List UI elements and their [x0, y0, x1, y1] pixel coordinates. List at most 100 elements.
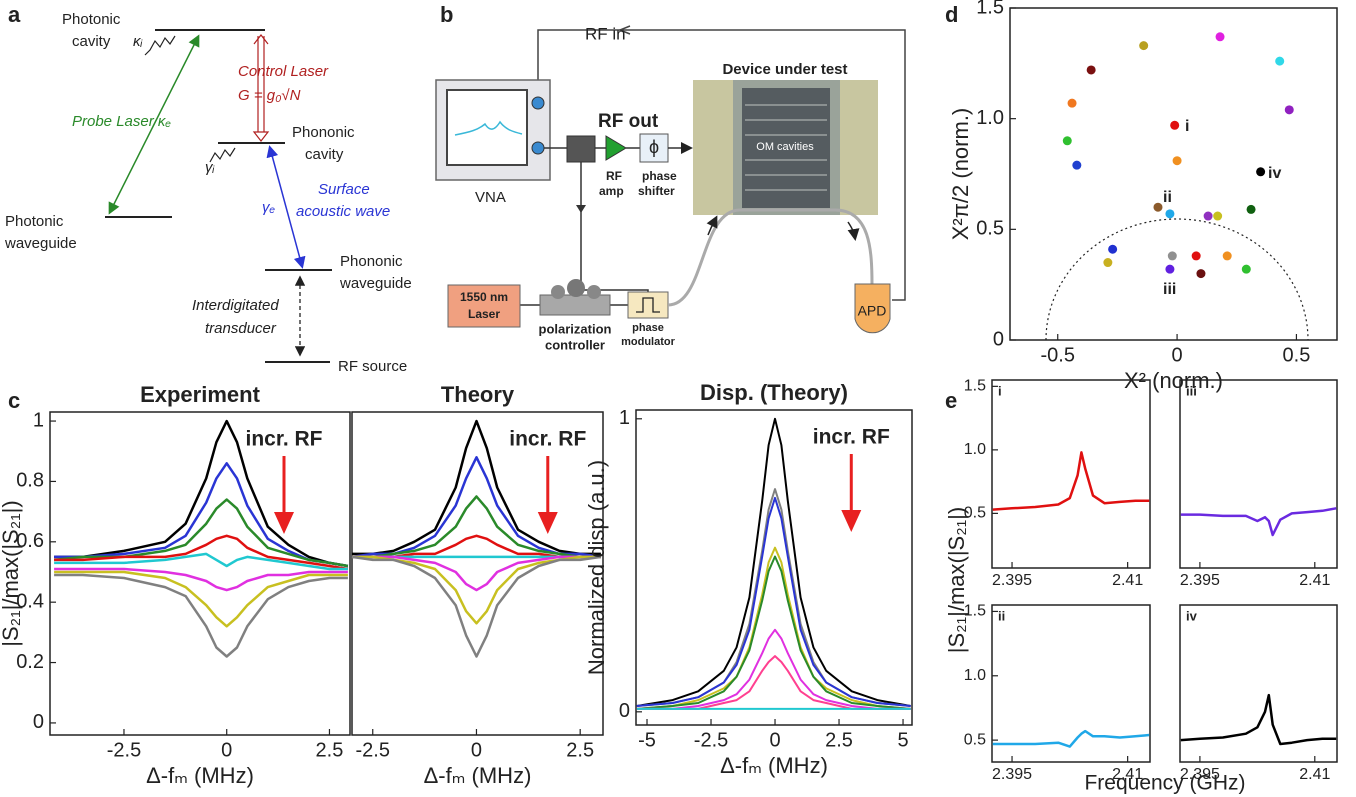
point: [1215, 32, 1225, 42]
series-line: [636, 417, 911, 707]
label: RF source: [338, 358, 407, 375]
label: cavity: [72, 33, 111, 50]
point: [1139, 41, 1149, 51]
x-tick-label: -5: [638, 729, 656, 751]
y-tick-label: 1: [33, 409, 44, 431]
label: waveguide: [4, 235, 77, 252]
label: phase: [642, 169, 677, 183]
x-tick-label: 5: [897, 729, 908, 751]
x-tick-label: -2.5: [356, 739, 390, 761]
y-tick-label: 0: [993, 328, 1004, 350]
label: APD: [858, 303, 887, 319]
label: RF in: [585, 24, 626, 43]
label: transducer: [205, 320, 277, 337]
boundary-arc: [1045, 218, 1309, 341]
x-tick-label: 0: [471, 739, 482, 761]
plot-frame: [1179, 379, 1338, 569]
y-tick-label: 1.0: [976, 107, 1004, 129]
series-line: [54, 570, 348, 628]
chart-title: Experiment: [140, 382, 260, 407]
plot-frame: [49, 411, 351, 736]
annotation: incr. RF: [245, 428, 322, 451]
label: polarization: [539, 321, 612, 336]
point: [1196, 269, 1206, 279]
label: modulator: [621, 336, 675, 348]
label: 1550 nm: [460, 290, 508, 304]
point: [1103, 258, 1113, 268]
y-axis-label: |S₂₁|/max(|S₂₁|): [0, 500, 23, 646]
y-tick-label: 1.0: [964, 667, 986, 684]
x-tick-label: 0: [769, 729, 780, 751]
point: [1108, 244, 1118, 254]
y-tick-label: 0: [619, 700, 630, 722]
label: ϕ: [649, 137, 659, 157]
label: RF out: [598, 111, 659, 132]
x-tick-label: 0.5: [1283, 344, 1311, 366]
y-tick-label: 1.5: [976, 0, 1004, 18]
label: γᵢ: [205, 159, 216, 176]
plot-frame: [635, 409, 913, 726]
panel-sublabel: iv: [1186, 608, 1198, 623]
x-axis-label: Δ-fₘ (MHz): [720, 753, 828, 778]
panel-label: c: [8, 388, 20, 413]
level-diagram: [105, 29, 332, 363]
series-line: [1180, 693, 1337, 746]
y-tick-label: 1.5: [964, 378, 986, 395]
annotation-arrowhead: [274, 512, 294, 534]
point: [1062, 136, 1072, 146]
x-axis-label: Δ-fₘ (MHz): [424, 763, 532, 788]
panel-label: d: [945, 2, 958, 27]
series-line: [54, 462, 349, 568]
point: [1203, 211, 1213, 221]
series-line: [54, 419, 349, 568]
x-tick-label: 2.41: [1112, 572, 1143, 589]
series-line: [992, 729, 1150, 748]
x-tick-label: -0.5: [1041, 344, 1075, 366]
y-tick-label: 0.6: [16, 530, 44, 552]
x-tick-label: 2.41: [1299, 572, 1330, 589]
series-line: [54, 534, 349, 571]
annotation: iii: [1163, 281, 1176, 298]
series-line: [53, 498, 349, 568]
label: OM cavities: [756, 141, 814, 153]
panel-sublabel: i: [998, 383, 1002, 398]
annotation-arrowhead: [537, 512, 558, 534]
x-tick-label: 0: [221, 739, 232, 761]
y-tick-label: 0.5: [964, 505, 986, 522]
point: [1086, 65, 1096, 75]
point: [1213, 211, 1223, 221]
plot-frame: [1179, 604, 1338, 763]
series-line: [636, 555, 911, 710]
y-tick-label: 0.4: [16, 590, 44, 612]
x-tick-label: 2.41: [1299, 766, 1330, 783]
x-tick-label: 2.41: [1112, 766, 1143, 783]
point: [1072, 160, 1082, 170]
label: shifter: [638, 184, 675, 198]
y-tick-label: 0.5: [964, 731, 986, 748]
point: [1165, 209, 1175, 219]
y-tick-label: 0.2: [16, 651, 44, 673]
series-line: [352, 495, 601, 559]
series-line: [54, 552, 348, 571]
label: acoustic wave: [296, 203, 390, 220]
series-line: [636, 496, 911, 707]
plot-frame: [991, 379, 1151, 569]
y-tick-label: 0.8: [16, 470, 44, 492]
point: [1256, 167, 1266, 177]
point: [1191, 251, 1201, 261]
series-line: [636, 628, 911, 710]
label: Control Laser: [238, 63, 329, 80]
x-axis-label: Frequency (GHz): [1084, 772, 1245, 795]
series-line: [352, 419, 601, 556]
label: Phononic: [292, 124, 355, 141]
annotation: i: [1185, 118, 1189, 135]
annotation-arrowhead: [841, 510, 862, 532]
series-line: [636, 488, 911, 707]
label: G = g₀√N: [238, 87, 301, 104]
panel-sublabel: ii: [998, 608, 1005, 623]
plot-frame: [1009, 7, 1338, 341]
annotation: incr. RF: [509, 428, 586, 451]
y-axis-label: |S₂₁|/max(|S₂₁|): [944, 507, 969, 653]
y-tick-label: 1.5: [964, 603, 986, 620]
